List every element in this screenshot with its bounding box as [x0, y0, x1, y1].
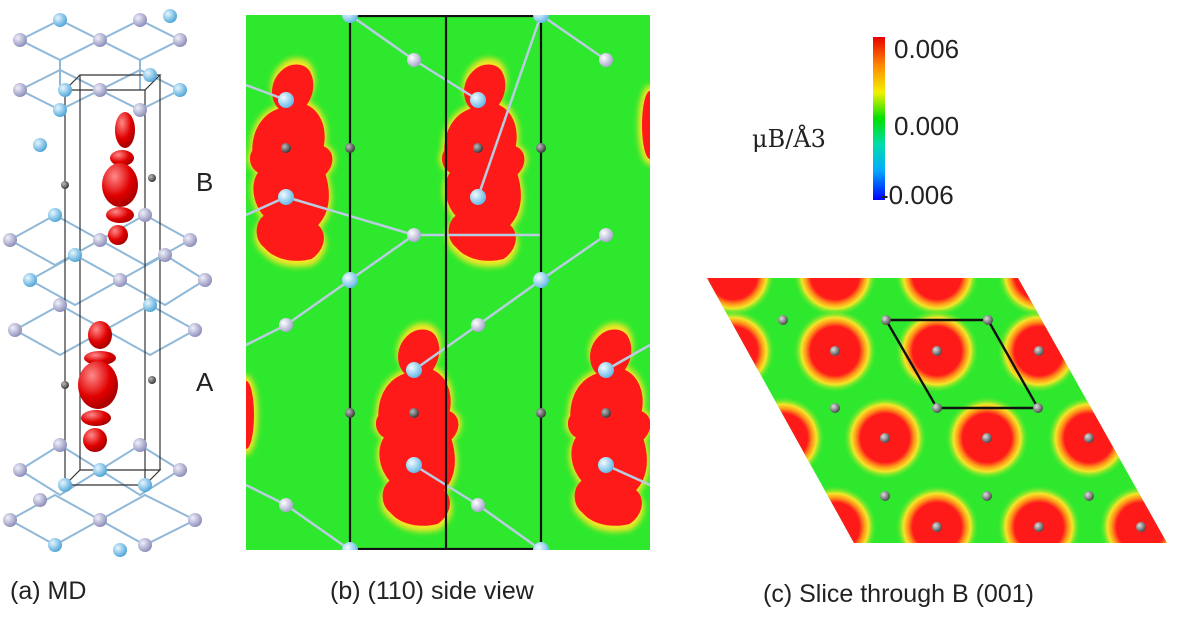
panel-c-slice: [707, 278, 1167, 543]
spin-density-blobs-b: [246, 58, 650, 532]
colorbar: [873, 37, 885, 200]
colorbar-tick-min: -0.006: [880, 180, 954, 210]
panel-b-side-view: [246, 15, 650, 550]
colorbar-tick-zero: 0.000: [894, 111, 960, 141]
caption-panel-b: (b) (110) side view: [330, 577, 534, 605]
spin-density-isosurface-a: [78, 321, 118, 452]
panel-a-structure: [3, 9, 212, 557]
caption-panel-a: (a) MD: [10, 577, 87, 605]
atoms-c: [778, 315, 1146, 532]
colorbar-tick-max: 0.006: [894, 34, 960, 64]
colorbar-unit-text: μB/Å3: [752, 125, 826, 153]
bonds-b: [246, 15, 650, 550]
unit-cell-outline: [63, 74, 162, 486]
caption-panel-c: (c) Slice through B (001): [763, 580, 1034, 608]
site-label-b: B: [196, 167, 214, 197]
atoms-panel-a: [3, 9, 212, 557]
spin-density-isosurface-b: [102, 112, 138, 245]
site-label-a: A: [196, 367, 214, 397]
colorbar-unit-label: μB/Å3: [752, 125, 826, 153]
atoms-b: [278, 15, 614, 550]
